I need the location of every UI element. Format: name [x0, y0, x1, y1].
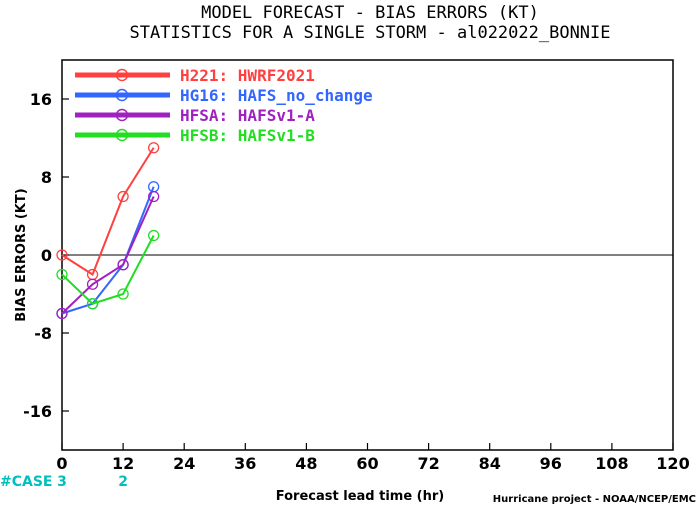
legend-label-2: HG16: HAFS_no_change	[180, 86, 373, 105]
y-tick-label: 16	[30, 90, 52, 109]
x-tick-label: 108	[595, 454, 628, 473]
x-tick-label: 12	[112, 454, 134, 473]
data-point	[86, 298, 99, 310]
x-tick-label: 48	[295, 454, 317, 473]
data-point	[117, 190, 129, 203]
case-label: #CASE	[0, 474, 53, 490]
series-line-1	[61, 147, 155, 276]
x-tick-label: 0	[56, 454, 67, 473]
y-tick-label: 8	[41, 168, 52, 187]
case-count: 2	[118, 474, 128, 490]
y-axis-label: BIAS ERRORS (KT)	[14, 188, 29, 321]
chart-title: MODEL FORECAST - BIAS ERRORS (KT)	[201, 3, 539, 23]
series-line-3	[61, 196, 155, 315]
legend-label-4: HFSB: HAFSv1-B	[180, 126, 315, 145]
data-point	[117, 288, 129, 300]
x-axis-label: Forecast lead time (hr)	[276, 489, 444, 504]
series-line-4	[61, 235, 155, 305]
data-point	[86, 278, 99, 290]
y-tick-label: -16	[23, 402, 52, 421]
credit-text: Hurricane project - NOAA/NCEP/EMC	[493, 494, 696, 505]
y-tick-label: -8	[34, 324, 52, 343]
chart-subtitle: STATISTICS FOR A SINGLE STORM - al022022…	[129, 23, 610, 43]
legend-label-3: HFSA: HAFSv1-A	[180, 106, 315, 125]
x-tick-label: 96	[540, 454, 562, 473]
legend-marker-2	[115, 88, 129, 102]
x-tick-label: 60	[356, 454, 378, 473]
legend-marker-3	[115, 108, 129, 122]
data-point	[56, 307, 68, 320]
series-line-2	[61, 186, 155, 315]
data-point	[117, 259, 129, 271]
data-point	[147, 229, 160, 242]
legend-label-1: H221: HWRF2021	[180, 66, 315, 85]
x-tick-label: 84	[479, 454, 501, 473]
x-tick-label: 72	[417, 454, 439, 473]
data-point	[56, 249, 68, 261]
data-point	[147, 142, 160, 154]
x-tick-label: 24	[173, 454, 195, 473]
data-point	[147, 190, 160, 203]
data-point	[56, 268, 68, 281]
x-tick-label: 36	[234, 454, 256, 473]
legend-marker-1	[115, 68, 129, 82]
legend-marker-4	[115, 128, 129, 142]
y-tick-label: 0	[41, 246, 52, 265]
x-tick-label: 120	[656, 454, 689, 473]
case-count: 3	[57, 474, 67, 490]
